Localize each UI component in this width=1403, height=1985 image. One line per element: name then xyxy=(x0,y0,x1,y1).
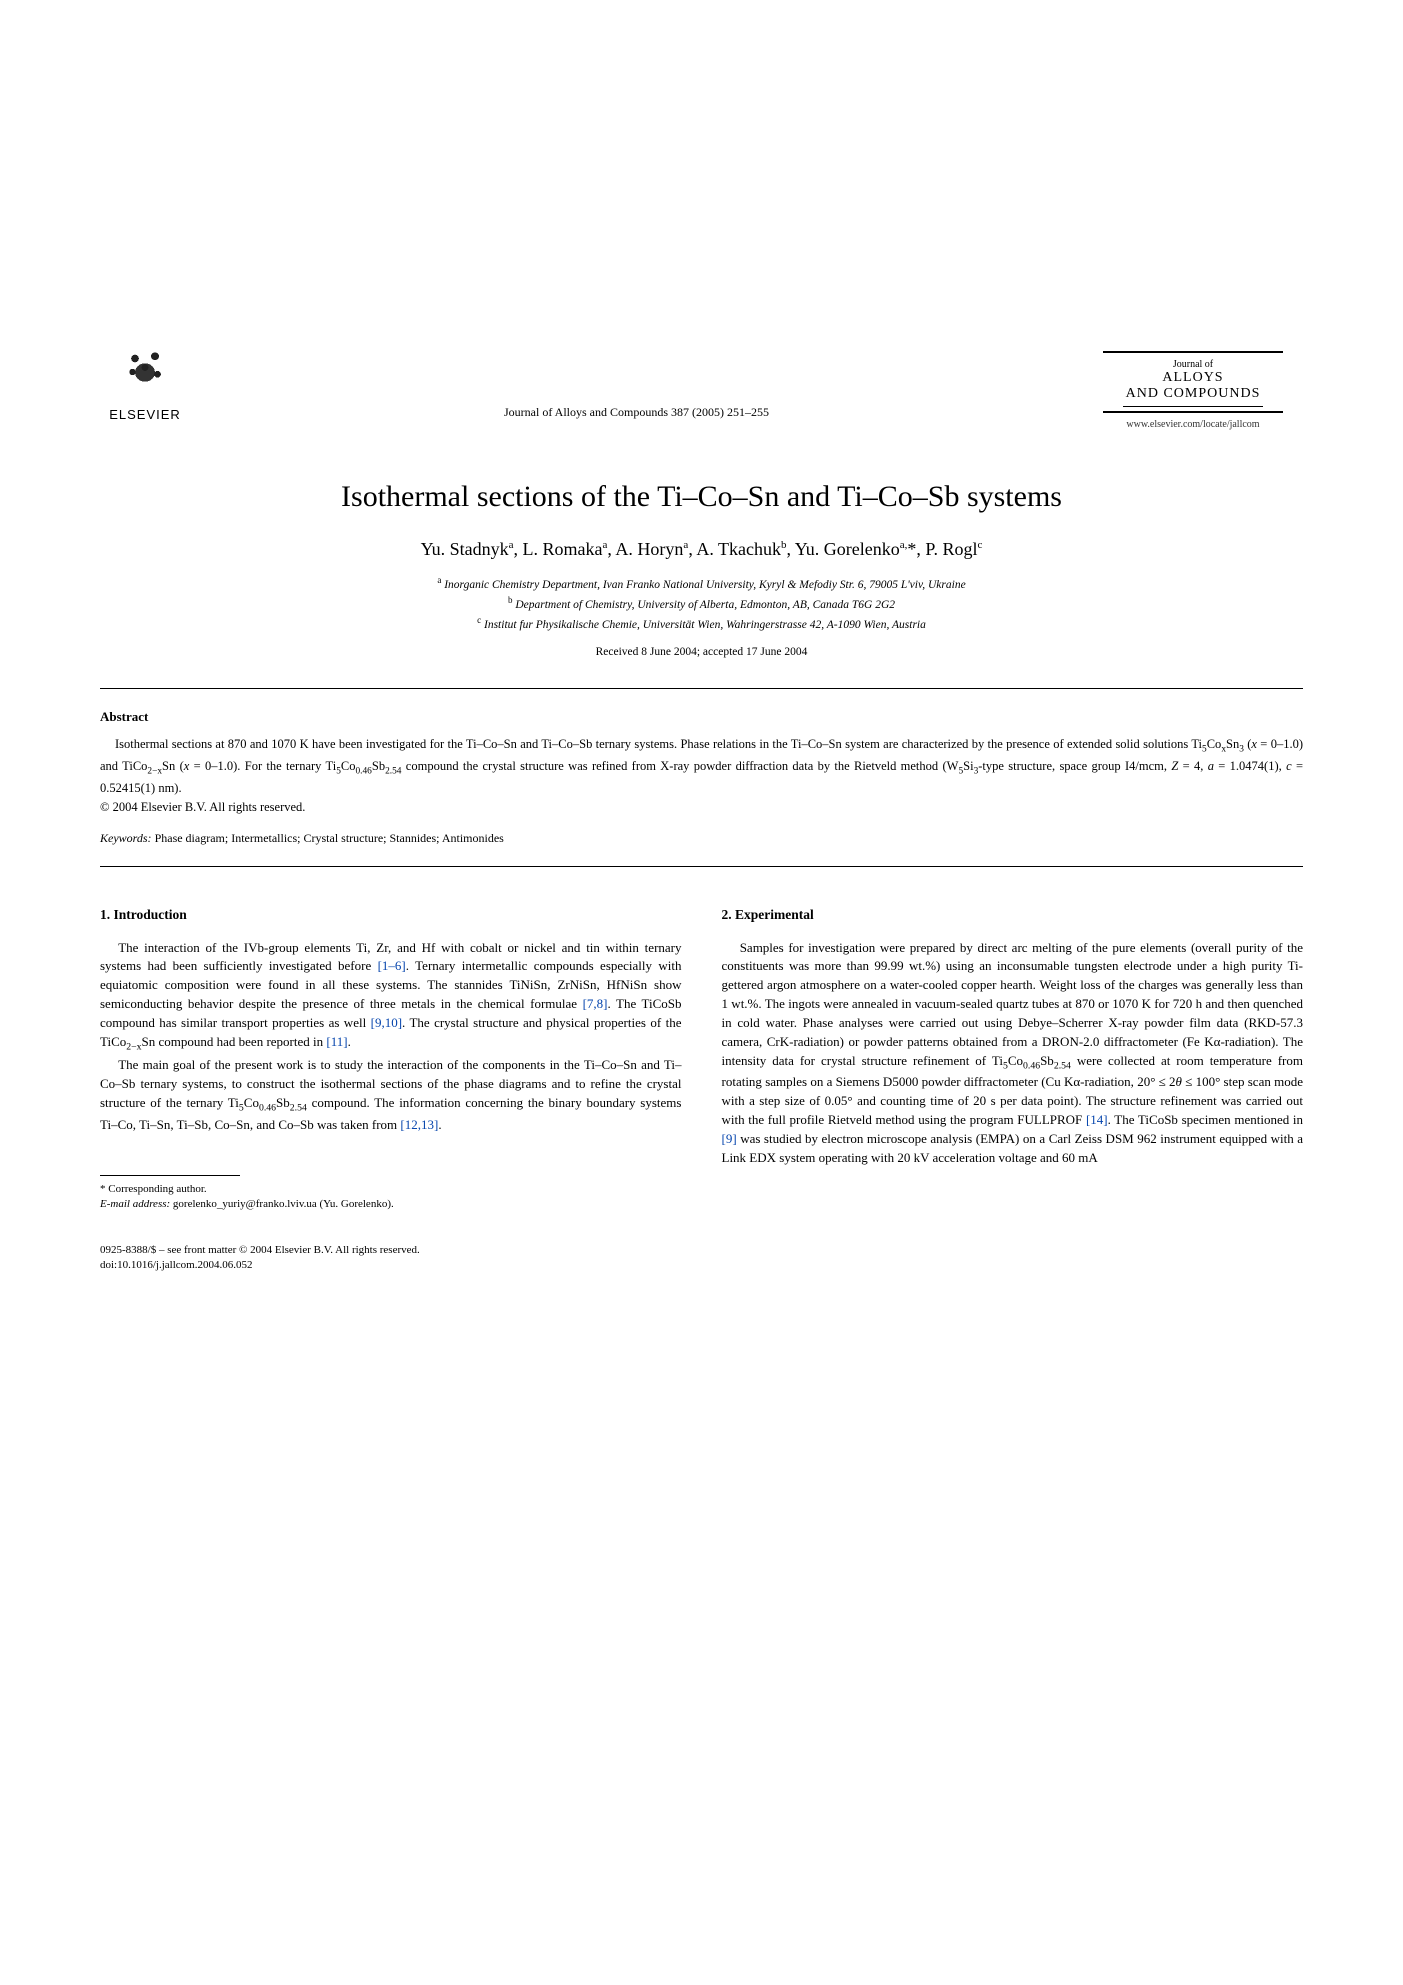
rule-above-abstract xyxy=(100,688,1303,689)
footer-line1: 0925-8388/$ – see front matter © 2004 El… xyxy=(100,1243,682,1258)
intro-p2: The main goal of the present work is to … xyxy=(100,1056,682,1134)
keywords-text: Phase diagram; Intermetallics; Crystal s… xyxy=(155,831,504,845)
section-2-body: Samples for investigation were prepared … xyxy=(722,939,1304,1168)
page-header: ELSEVIER Journal of Alloys and Compounds… xyxy=(100,340,1303,430)
journal-of-label: Journal of xyxy=(1083,359,1303,370)
section-1-body: The interaction of the IVb-group element… xyxy=(100,939,682,1135)
publisher-logo: ELSEVIER xyxy=(100,340,190,430)
section-1-heading: 1. Introduction xyxy=(100,907,682,923)
abstract-text: Isothermal sections at 870 and 1070 K ha… xyxy=(100,735,1303,797)
footnote-email-label: E-mail address: xyxy=(100,1198,170,1210)
right-column: 2. Experimental Samples for investigatio… xyxy=(722,907,1304,1274)
rule-below-keywords xyxy=(100,866,1303,867)
exp-p1: Samples for investigation were prepared … xyxy=(722,939,1304,1168)
article-dates: Received 8 June 2004; accepted 17 June 2… xyxy=(100,646,1303,658)
keywords-line: Keywords: Phase diagram; Intermetallics;… xyxy=(100,831,1303,846)
journal-rule-bottom xyxy=(1103,411,1283,413)
journal-box: Journal of ALLOYSAND COMPOUNDS www.elsev… xyxy=(1083,347,1303,430)
abstract-body: Isothermal sections at 870 and 1070 K ha… xyxy=(100,735,1303,797)
journal-url: www.elsevier.com/locate/jallcom xyxy=(1083,419,1303,430)
footnote-rule xyxy=(100,1175,240,1176)
footnote-corr: * Corresponding author. xyxy=(100,1182,682,1197)
body-columns: 1. Introduction The interaction of the I… xyxy=(100,907,1303,1274)
intro-p1: The interaction of the IVb-group element… xyxy=(100,939,682,1055)
affiliations: a Inorganic Chemistry Department, Ivan F… xyxy=(100,574,1303,634)
footer-line2: doi:10.1016/j.jallcom.2004.06.052 xyxy=(100,1258,682,1273)
article-title: Isothermal sections of the Ti–Co–Sn and … xyxy=(100,480,1303,514)
publisher-name: ELSEVIER xyxy=(109,407,181,422)
left-column: 1. Introduction The interaction of the I… xyxy=(100,907,682,1274)
journal-name: ALLOYSAND COMPOUNDS xyxy=(1083,370,1303,402)
affiliation-c: c Institut fur Physikalische Chemie, Uni… xyxy=(100,614,1303,634)
affiliation-a: a Inorganic Chemistry Department, Ivan F… xyxy=(100,574,1303,594)
footnote-email-who: (Yu. Gorelenko). xyxy=(320,1198,394,1210)
elsevier-tree-icon xyxy=(110,340,180,405)
abstract-copyright: © 2004 Elsevier B.V. All rights reserved… xyxy=(100,800,1303,815)
journal-rule-top xyxy=(1103,351,1283,353)
corresponding-author-footnote: * Corresponding author. E-mail address: … xyxy=(100,1182,682,1213)
authors-line: Yu. Stadnyka, L. Romakaa, A. Horyna, A. … xyxy=(100,539,1303,560)
affiliation-b: b Department of Chemistry, University of… xyxy=(100,594,1303,614)
section-2-heading: 2. Experimental xyxy=(722,907,1304,923)
abstract-heading: Abstract xyxy=(100,709,1303,725)
page-footer: 0925-8388/$ – see front matter © 2004 El… xyxy=(100,1243,682,1274)
journal-rule-mid xyxy=(1123,406,1263,407)
keywords-label: Keywords: xyxy=(100,831,152,845)
footnote-email: gorelenko_yuriy@franko.lviv.ua xyxy=(173,1198,317,1210)
journal-citation: Journal of Alloys and Compounds 387 (200… xyxy=(190,405,1083,430)
footnote-email-line: E-mail address: gorelenko_yuriy@franko.l… xyxy=(100,1197,682,1212)
